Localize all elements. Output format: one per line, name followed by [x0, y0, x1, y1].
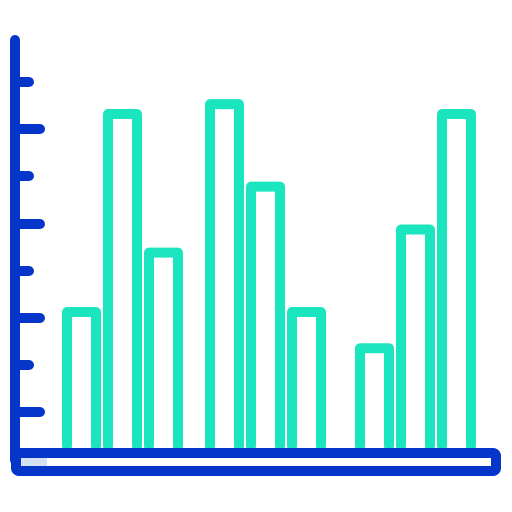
bar-1-2 [103, 109, 142, 451]
x-axis-bar [11, 448, 501, 476]
bar-1-1 [62, 307, 101, 451]
bar-2-2 [246, 181, 285, 451]
axes [10, 35, 501, 476]
bar-3-2 [396, 224, 435, 451]
bar-3-1 [355, 343, 394, 451]
y-axis-ticks [10, 77, 45, 417]
bar-2-1 [205, 99, 244, 451]
baseline-highlight [20, 458, 47, 466]
bar-2-3 [287, 307, 326, 451]
bar-3-3 [437, 109, 476, 451]
bars [62, 99, 476, 451]
bar-1-3 [144, 247, 183, 451]
